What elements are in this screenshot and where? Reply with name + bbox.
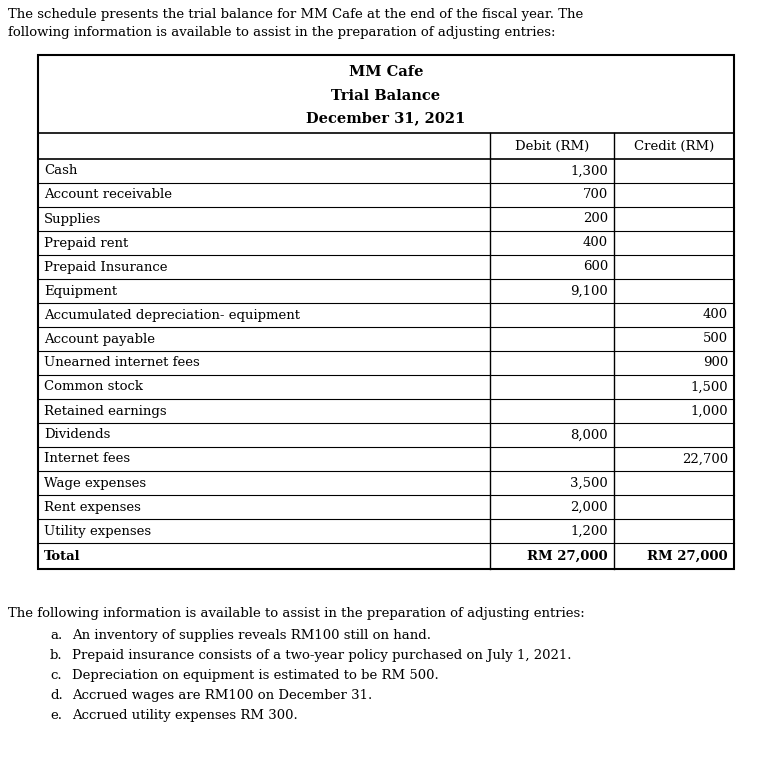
Text: Account receivable: Account receivable [44, 189, 172, 201]
Text: Prepaid rent: Prepaid rent [44, 236, 128, 250]
Text: Debit (RM): Debit (RM) [515, 140, 589, 153]
Text: December 31, 2021: December 31, 2021 [306, 111, 466, 125]
Text: The following information is available to assist in the preparation of adjusting: The following information is available t… [8, 607, 584, 620]
Text: 9,100: 9,100 [571, 285, 608, 297]
Text: 1,200: 1,200 [571, 524, 608, 537]
Text: Rent expenses: Rent expenses [44, 501, 141, 513]
Text: 900: 900 [703, 356, 728, 370]
Text: An inventory of supplies reveals RM100 still on hand.: An inventory of supplies reveals RM100 s… [72, 629, 431, 642]
Bar [38, 55, 734, 569]
Text: 3,500: 3,500 [571, 477, 608, 490]
Text: Dividends: Dividends [44, 428, 110, 441]
Text: 500: 500 [703, 332, 728, 346]
Text: MM Cafe: MM Cafe [349, 65, 423, 79]
Text: 1,500: 1,500 [690, 381, 728, 393]
Text: d.: d. [50, 689, 63, 702]
Text: 400: 400 [703, 309, 728, 321]
Text: RM 27,000: RM 27,000 [527, 549, 608, 562]
Text: Utility expenses: Utility expenses [44, 524, 151, 537]
Text: Unearned internet fees: Unearned internet fees [44, 356, 200, 370]
Text: The schedule presents the trial balance for MM Cafe at the end of the fiscal yea: The schedule presents the trial balance … [8, 8, 584, 21]
Text: 200: 200 [583, 212, 608, 225]
Text: 8,000: 8,000 [571, 428, 608, 441]
Text: Internet fees: Internet fees [44, 452, 130, 466]
Text: Prepaid insurance consists of a two-year policy purchased on July 1, 2021.: Prepaid insurance consists of a two-year… [72, 649, 571, 662]
Text: 400: 400 [583, 236, 608, 250]
Text: Wage expenses: Wage expenses [44, 477, 146, 490]
Text: Account payable: Account payable [44, 332, 155, 346]
Text: Equipment: Equipment [44, 285, 117, 297]
Text: 22,700: 22,700 [682, 452, 728, 466]
Text: 700: 700 [583, 189, 608, 201]
Text: Common stock: Common stock [44, 381, 143, 393]
Text: b.: b. [50, 649, 63, 662]
Text: Credit (RM): Credit (RM) [634, 140, 714, 153]
Text: RM 27,000: RM 27,000 [648, 549, 728, 562]
Text: 2,000: 2,000 [571, 501, 608, 513]
Text: e.: e. [50, 709, 62, 722]
Text: Accumulated depreciation- equipment: Accumulated depreciation- equipment [44, 309, 300, 321]
Text: 600: 600 [583, 261, 608, 274]
Text: 1,300: 1,300 [571, 165, 608, 178]
Text: Supplies: Supplies [44, 212, 101, 225]
Text: Total: Total [44, 549, 80, 562]
Text: 1,000: 1,000 [690, 405, 728, 417]
Text: Cash: Cash [44, 165, 77, 178]
Text: following information is available to assist in the preparation of adjusting ent: following information is available to as… [8, 26, 556, 39]
Text: Accrued wages are RM100 on December 31.: Accrued wages are RM100 on December 31. [72, 689, 372, 702]
Text: c.: c. [50, 669, 62, 682]
Text: Accrued utility expenses RM 300.: Accrued utility expenses RM 300. [72, 709, 298, 722]
Text: Prepaid Insurance: Prepaid Insurance [44, 261, 168, 274]
Text: a.: a. [50, 629, 63, 642]
Text: Retained earnings: Retained earnings [44, 405, 167, 417]
Text: Depreciation on equipment is estimated to be RM 500.: Depreciation on equipment is estimated t… [72, 669, 438, 682]
Text: Trial Balance: Trial Balance [331, 89, 441, 103]
